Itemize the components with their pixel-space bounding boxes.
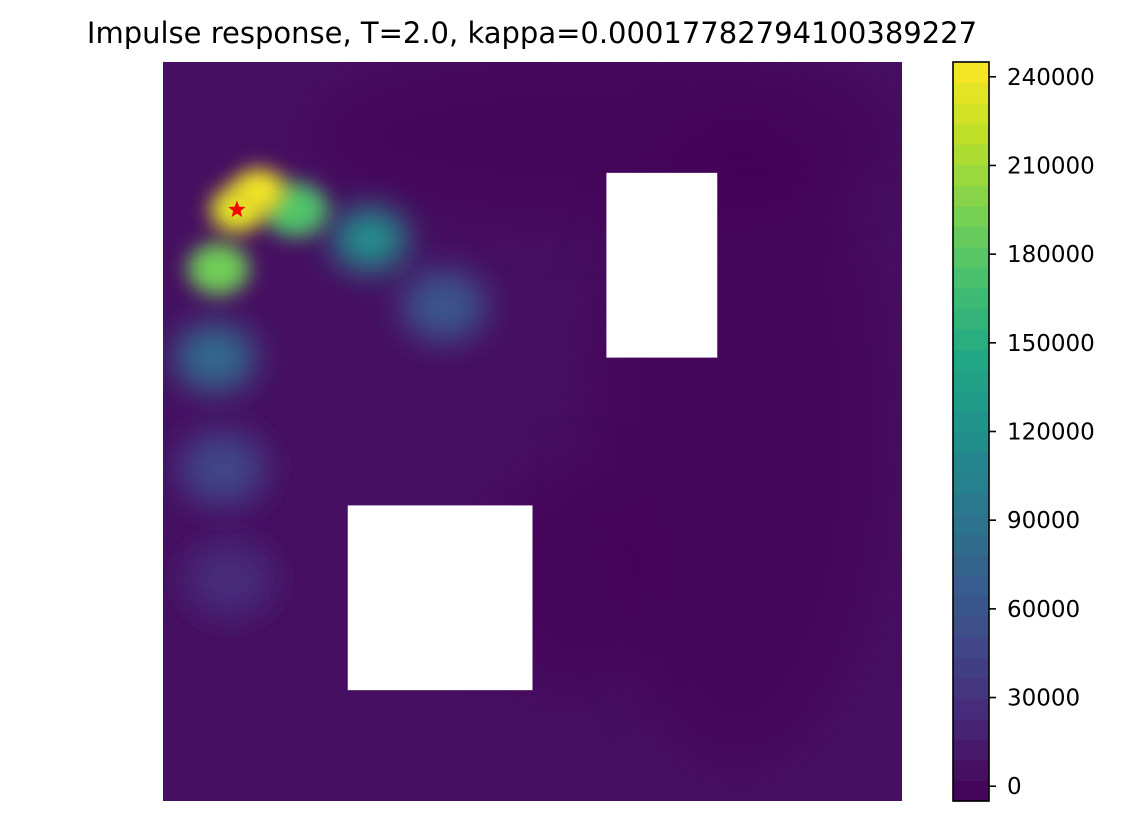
plume-blob-2 [401, 269, 487, 342]
colorbar-band [953, 62, 989, 84]
plume-blob-0 [184, 540, 275, 618]
colorbar-band [953, 226, 989, 248]
colorbar-band [953, 82, 989, 104]
colorbar-band [953, 267, 989, 289]
colorbar-band [953, 390, 989, 412]
colorbar-band [953, 103, 989, 125]
source-marker-star [228, 200, 246, 218]
colorbar-band [953, 534, 989, 556]
colorbar-band [953, 739, 989, 761]
plume-blob-8 [232, 168, 286, 214]
plume-blob-1 [178, 431, 266, 506]
colorbar-band [953, 780, 989, 802]
colorbar-tick-label: 120000 [1007, 420, 1095, 446]
colorbar-band [953, 657, 989, 679]
plume-blob-6 [187, 242, 250, 296]
colorbar-band [953, 369, 989, 392]
colorbar-band [953, 513, 989, 535]
colorbar-tick-label: 180000 [1007, 242, 1095, 268]
colorbar-band [953, 246, 989, 268]
faint-structure-2 [310, 62, 902, 225]
colorbar-band [953, 205, 989, 227]
colorbar-tick-label: 0 [1007, 774, 1022, 800]
colorbar-band [953, 452, 989, 474]
colorbar-band [953, 185, 989, 207]
colorbar-band [953, 410, 989, 433]
colorbar-band [953, 144, 989, 166]
obstacles [347, 172, 718, 691]
colorbar-band [953, 698, 989, 720]
chart-title: Impulse response, T=2.0, kappa=0.0001778… [87, 16, 977, 50]
colorbar-bands [953, 62, 989, 802]
colorbar-tick-label: 150000 [1007, 331, 1095, 357]
plume-blob-3 [174, 323, 256, 393]
colorbar-tick-label: 210000 [1007, 153, 1095, 179]
colorbar-band [953, 677, 989, 699]
colorbar-band [953, 349, 989, 371]
plot-area [163, 62, 902, 801]
source-marker-layer [228, 200, 246, 218]
obstacle-0 [606, 172, 718, 358]
colorbar-band [953, 554, 989, 576]
colorbar-band [953, 636, 989, 658]
colorbar-band [953, 472, 989, 494]
colorbar-band [953, 718, 989, 741]
colorbar-tick-label: 90000 [1007, 508, 1080, 534]
colorbar-band [953, 431, 989, 453]
colorbar-band [953, 616, 989, 638]
plume [174, 168, 487, 618]
colorbar-ticks: 0 30000 60000 90000 120000 150000 180000 210000… [989, 65, 1095, 800]
colorbar-band [953, 123, 989, 145]
plume-blob-4 [332, 207, 407, 271]
colorbar-band [953, 328, 989, 350]
colorbar-band [953, 575, 989, 597]
colorbar-band [953, 595, 989, 617]
colorbar-band [953, 164, 989, 186]
colorbar-band [953, 493, 989, 515]
colorbar-tick-label: 240000 [1007, 65, 1095, 91]
obstacle-1 [347, 505, 533, 691]
colorbar-band [953, 759, 989, 782]
colorbar: 0 30000 60000 90000 120000 150000 180000 210000… [952, 61, 1095, 802]
colorbar-band [953, 308, 989, 330]
colorbar-tick-label: 30000 [1007, 686, 1080, 712]
colorbar-band [953, 287, 989, 309]
colorbar-tick-label: 60000 [1007, 597, 1080, 623]
